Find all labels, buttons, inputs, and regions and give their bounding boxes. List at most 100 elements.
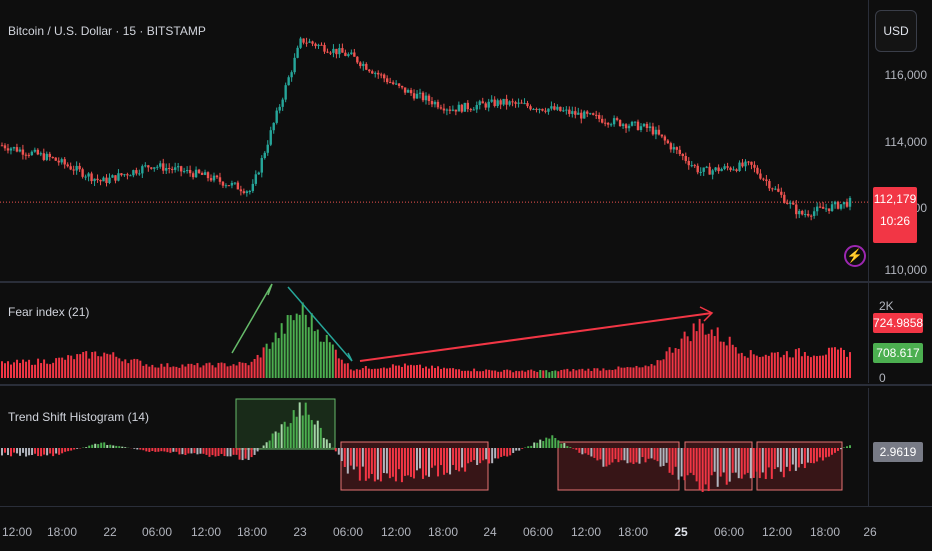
candle-body	[350, 52, 352, 54]
candle-body	[691, 165, 693, 166]
candle-body	[574, 111, 576, 115]
fear-bar	[61, 358, 63, 378]
trend-shift-bar	[10, 448, 12, 456]
fear-index-pane[interactable]: Fear index (21)	[0, 283, 868, 383]
candle-body	[93, 179, 95, 181]
fear-bar	[124, 359, 126, 378]
trend-shift-bar	[208, 448, 210, 457]
trend-shift-bar	[94, 444, 96, 448]
trend-shift-bar	[795, 448, 797, 471]
lightning-icon[interactable]: ⚡	[844, 245, 866, 267]
candle-body	[640, 126, 642, 130]
time-tick: 12:00	[2, 525, 32, 539]
fear-bar	[494, 371, 496, 378]
candle-body	[774, 189, 776, 190]
fear-bar	[290, 315, 292, 378]
currency-button[interactable]: USD	[875, 10, 917, 52]
candle-body	[252, 184, 254, 191]
trend-shift-bar	[347, 448, 349, 474]
trend-shift-bar	[269, 441, 271, 448]
fear-bar	[94, 351, 96, 378]
fear-bar	[338, 358, 340, 378]
fear-bar	[106, 354, 108, 378]
pane-divider[interactable]	[0, 384, 932, 386]
trend-shift-bar	[148, 448, 150, 452]
candle-body	[473, 109, 475, 110]
fear-bar	[482, 371, 484, 378]
fear-tick-2k: 2K	[879, 299, 894, 313]
trend-shift-bar	[365, 448, 367, 481]
trend-shift-canvas[interactable]	[0, 388, 868, 506]
fear-bar	[368, 369, 370, 378]
candle-body	[87, 173, 89, 176]
fear-bar	[539, 370, 541, 378]
candle-body	[422, 93, 424, 101]
fear-bar	[254, 359, 256, 378]
candle-body	[711, 170, 713, 174]
trend-shift-bar	[389, 448, 391, 478]
trend-shift-bar	[642, 448, 644, 457]
trend-shift-bar	[663, 448, 665, 466]
trend-shift-pane[interactable]: Trend Shift Histogram (14)	[0, 388, 868, 506]
trend-shift-bar	[184, 448, 186, 455]
candle-body	[544, 111, 546, 112]
fear-bar	[79, 354, 81, 378]
fear-bar	[281, 323, 283, 378]
candle-body	[759, 174, 761, 179]
fear-bar	[275, 333, 277, 378]
candle-body	[482, 101, 484, 103]
fear-bar	[485, 369, 487, 378]
candle-body	[123, 174, 125, 175]
trend-shift-bar	[843, 447, 845, 448]
trend-shift-bar	[810, 448, 812, 463]
fear-bar	[88, 359, 90, 378]
trend-shift-bar	[97, 444, 99, 448]
fear-bar	[115, 357, 117, 378]
candle-body	[685, 156, 687, 161]
trend-shift-bar	[476, 448, 478, 465]
trend-shift-bar	[4, 448, 6, 453]
time-tick: 12:00	[381, 525, 411, 539]
candle-body	[523, 103, 525, 104]
candle-body	[490, 100, 492, 102]
fear-bar	[55, 358, 57, 378]
trend-shift-bar	[545, 438, 547, 448]
fear-bar	[611, 370, 613, 378]
trend-shift-bar	[230, 448, 232, 456]
trend-shift-bar	[834, 448, 836, 453]
fear-bar	[293, 320, 295, 378]
fear-bar	[729, 337, 731, 378]
trend-shift-bar	[726, 448, 728, 485]
fear-axis[interactable]: 2K 0	[868, 283, 932, 383]
fear-bar	[521, 371, 523, 378]
fear-bar	[22, 360, 24, 378]
fear-bar	[67, 355, 69, 378]
trend-shift-bar	[145, 448, 147, 451]
trend-shift-bar	[55, 448, 57, 454]
trend-shift-bar	[109, 445, 111, 448]
candle-body	[16, 147, 18, 151]
trend-shift-bar	[620, 448, 622, 460]
candle-body	[628, 126, 630, 128]
fear-bar	[632, 368, 634, 378]
trend-shift-bar	[211, 448, 213, 455]
trend-shift-bar	[569, 447, 571, 448]
price-chart-canvas[interactable]	[0, 0, 868, 281]
fear-bar	[756, 356, 758, 378]
candle-body	[419, 93, 421, 94]
trend-shift-bar	[536, 443, 538, 448]
fear-bar	[530, 370, 532, 378]
bar-countdown: 10:26	[873, 214, 917, 228]
candle-body	[162, 163, 164, 170]
fear-bar	[449, 368, 451, 378]
candle-body	[547, 109, 549, 112]
candle-body	[807, 214, 809, 216]
candle-body	[147, 165, 149, 167]
trend-shift-bar	[645, 448, 647, 462]
price-chart[interactable]: Bitcoin / U.S. Dollar · 15 · BITSTAMP	[0, 0, 868, 281]
fear-index-canvas[interactable]	[0, 283, 868, 383]
candle-body	[568, 110, 570, 114]
fear-bar	[705, 335, 707, 378]
fear-bar	[230, 366, 232, 378]
